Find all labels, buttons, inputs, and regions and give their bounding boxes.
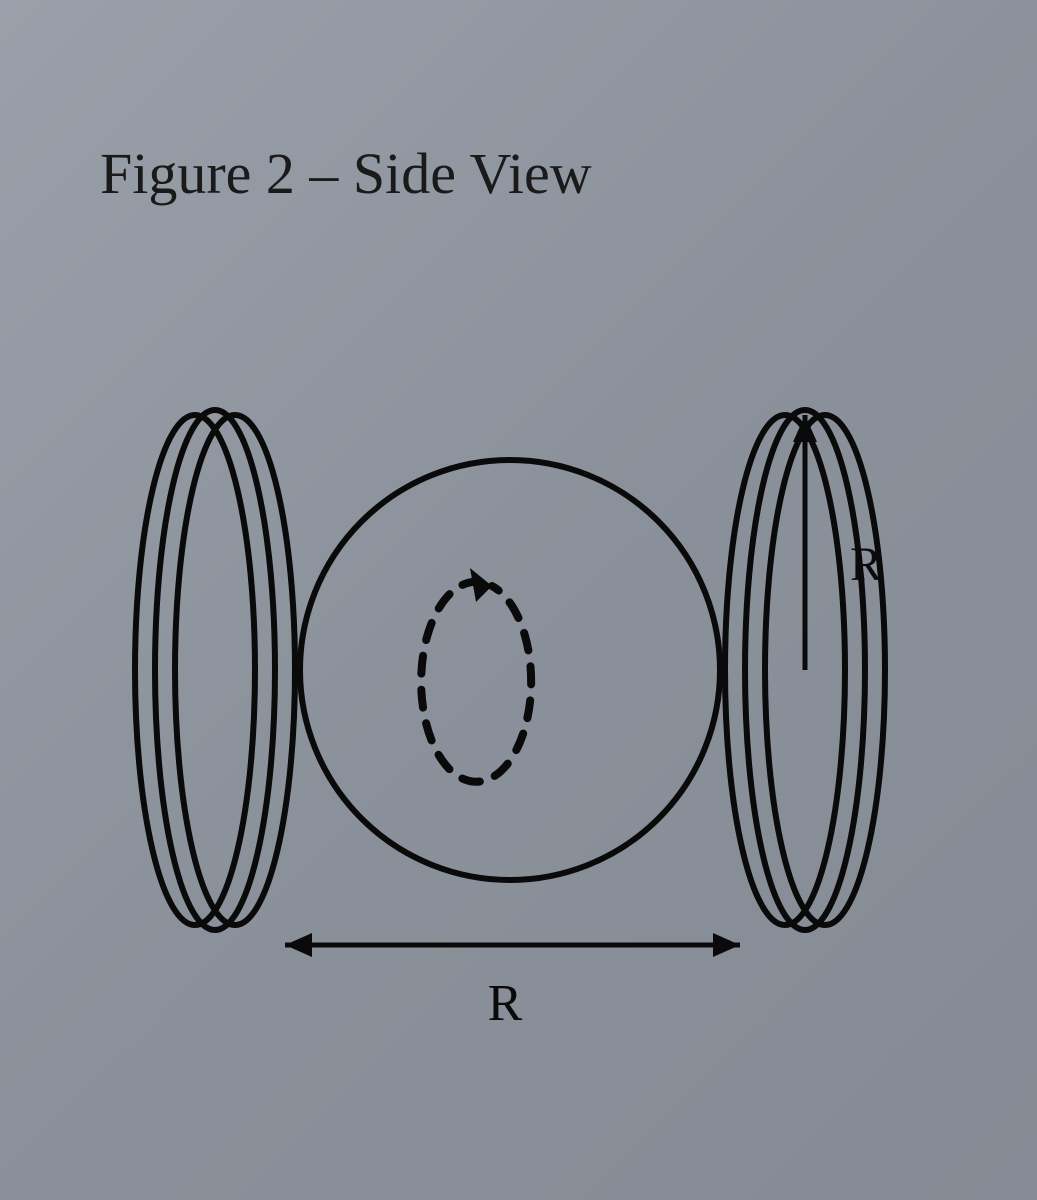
figure-title: Figure 2 – Side View (100, 140, 592, 207)
coil-left (135, 410, 295, 930)
dimension-horizontal-label: R (488, 975, 523, 1032)
page: Figure 2 – Side View (0, 0, 1037, 1200)
rotation-arrow (421, 568, 531, 782)
dimension-horizontal: R (285, 933, 740, 1032)
diagram-svg: R R (60, 320, 960, 1040)
diagram-container: R R (60, 320, 960, 1040)
sphere (300, 460, 720, 880)
dimension-vertical-label: R (850, 538, 882, 591)
